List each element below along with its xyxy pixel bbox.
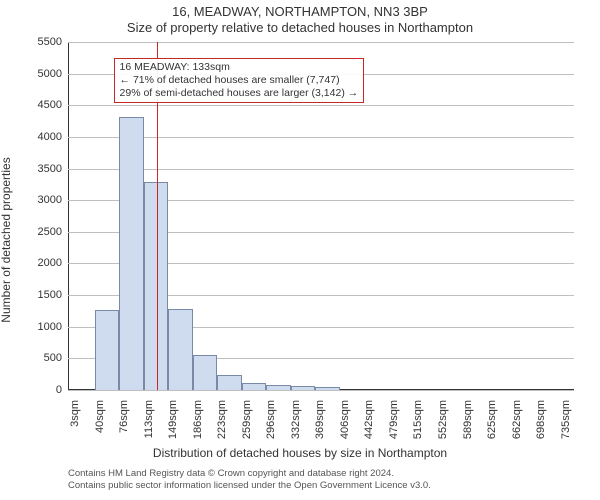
callout-line-3: 29% of semi-detached houses are larger (… xyxy=(120,87,359,100)
histogram-bar xyxy=(193,355,218,390)
x-axis-label: Distribution of detached houses by size … xyxy=(0,446,600,460)
y-axis-line xyxy=(68,42,69,390)
property-callout: 16 MEADWAY: 133sqm ← 71% of detached hou… xyxy=(114,58,365,103)
x-tick-label: 76sqm xyxy=(118,396,130,433)
gridline xyxy=(68,42,574,43)
gridline xyxy=(68,390,574,391)
x-tick-label: 552sqm xyxy=(437,396,449,439)
x-tick-label: 223sqm xyxy=(216,396,228,439)
y-tick-label: 500 xyxy=(44,352,68,364)
footer-line-1: Contains HM Land Registry data © Crown c… xyxy=(68,468,431,480)
x-tick-label: 735sqm xyxy=(560,396,572,439)
x-tick-label: 186sqm xyxy=(192,396,204,439)
y-tick-label: 2000 xyxy=(38,257,68,269)
x-tick-label: 3sqm xyxy=(69,396,81,427)
histogram-bar xyxy=(315,387,340,390)
y-tick-label: 1000 xyxy=(38,321,68,333)
histogram-bar xyxy=(168,309,193,390)
x-tick-label: 296sqm xyxy=(265,396,277,439)
y-tick-label: 5000 xyxy=(38,68,68,80)
x-tick-label: 625sqm xyxy=(486,396,498,439)
page-title: Size of property relative to detached ho… xyxy=(0,20,600,35)
x-tick-label: 442sqm xyxy=(363,396,375,439)
histogram-bar xyxy=(119,117,144,390)
y-tick-label: 0 xyxy=(56,384,68,396)
y-tick-label: 4500 xyxy=(38,99,68,111)
gridline xyxy=(68,169,574,170)
y-tick-label: 3000 xyxy=(38,194,68,206)
footer-attribution: Contains HM Land Registry data © Crown c… xyxy=(68,468,431,492)
x-tick-label: 479sqm xyxy=(388,396,400,439)
histogram-bar xyxy=(291,386,316,390)
x-tick-label: 662sqm xyxy=(511,396,523,439)
y-tick-label: 1500 xyxy=(38,289,68,301)
x-tick-label: 332sqm xyxy=(290,396,302,439)
callout-line-1: 16 MEADWAY: 133sqm xyxy=(120,61,359,74)
y-tick-label: 3500 xyxy=(38,163,68,175)
x-tick-label: 113sqm xyxy=(143,396,155,438)
x-tick-label: 406sqm xyxy=(339,396,351,439)
y-tick-label: 2500 xyxy=(38,226,68,238)
page-address: 16, MEADWAY, NORTHAMPTON, NN3 3BP xyxy=(0,4,600,19)
x-tick-label: 589sqm xyxy=(462,396,474,439)
y-tick-label: 4000 xyxy=(38,131,68,143)
histogram-bar xyxy=(95,310,119,390)
gridline xyxy=(68,105,574,106)
x-tick-label: 40sqm xyxy=(94,396,106,433)
x-tick-label: 698sqm xyxy=(535,396,547,439)
x-tick-label: 259sqm xyxy=(241,396,253,439)
y-axis-label: Number of detached properties xyxy=(0,157,13,322)
x-tick-label: 369sqm xyxy=(314,396,326,439)
gridline xyxy=(68,137,574,138)
footer-line-2: Contains public sector information licen… xyxy=(68,480,431,492)
x-tick-label: 515sqm xyxy=(412,396,424,439)
histogram-bar xyxy=(144,182,168,390)
histogram-bar xyxy=(242,383,267,390)
callout-line-2: ← 71% of detached houses are smaller (7,… xyxy=(120,74,359,87)
histogram-bar xyxy=(266,385,290,390)
chart-plot-area: 16 MEADWAY: 133sqm ← 71% of detached hou… xyxy=(68,42,574,390)
y-tick-label: 5500 xyxy=(38,36,68,48)
histogram-bar xyxy=(217,375,241,390)
x-tick-label: 149sqm xyxy=(167,396,179,439)
